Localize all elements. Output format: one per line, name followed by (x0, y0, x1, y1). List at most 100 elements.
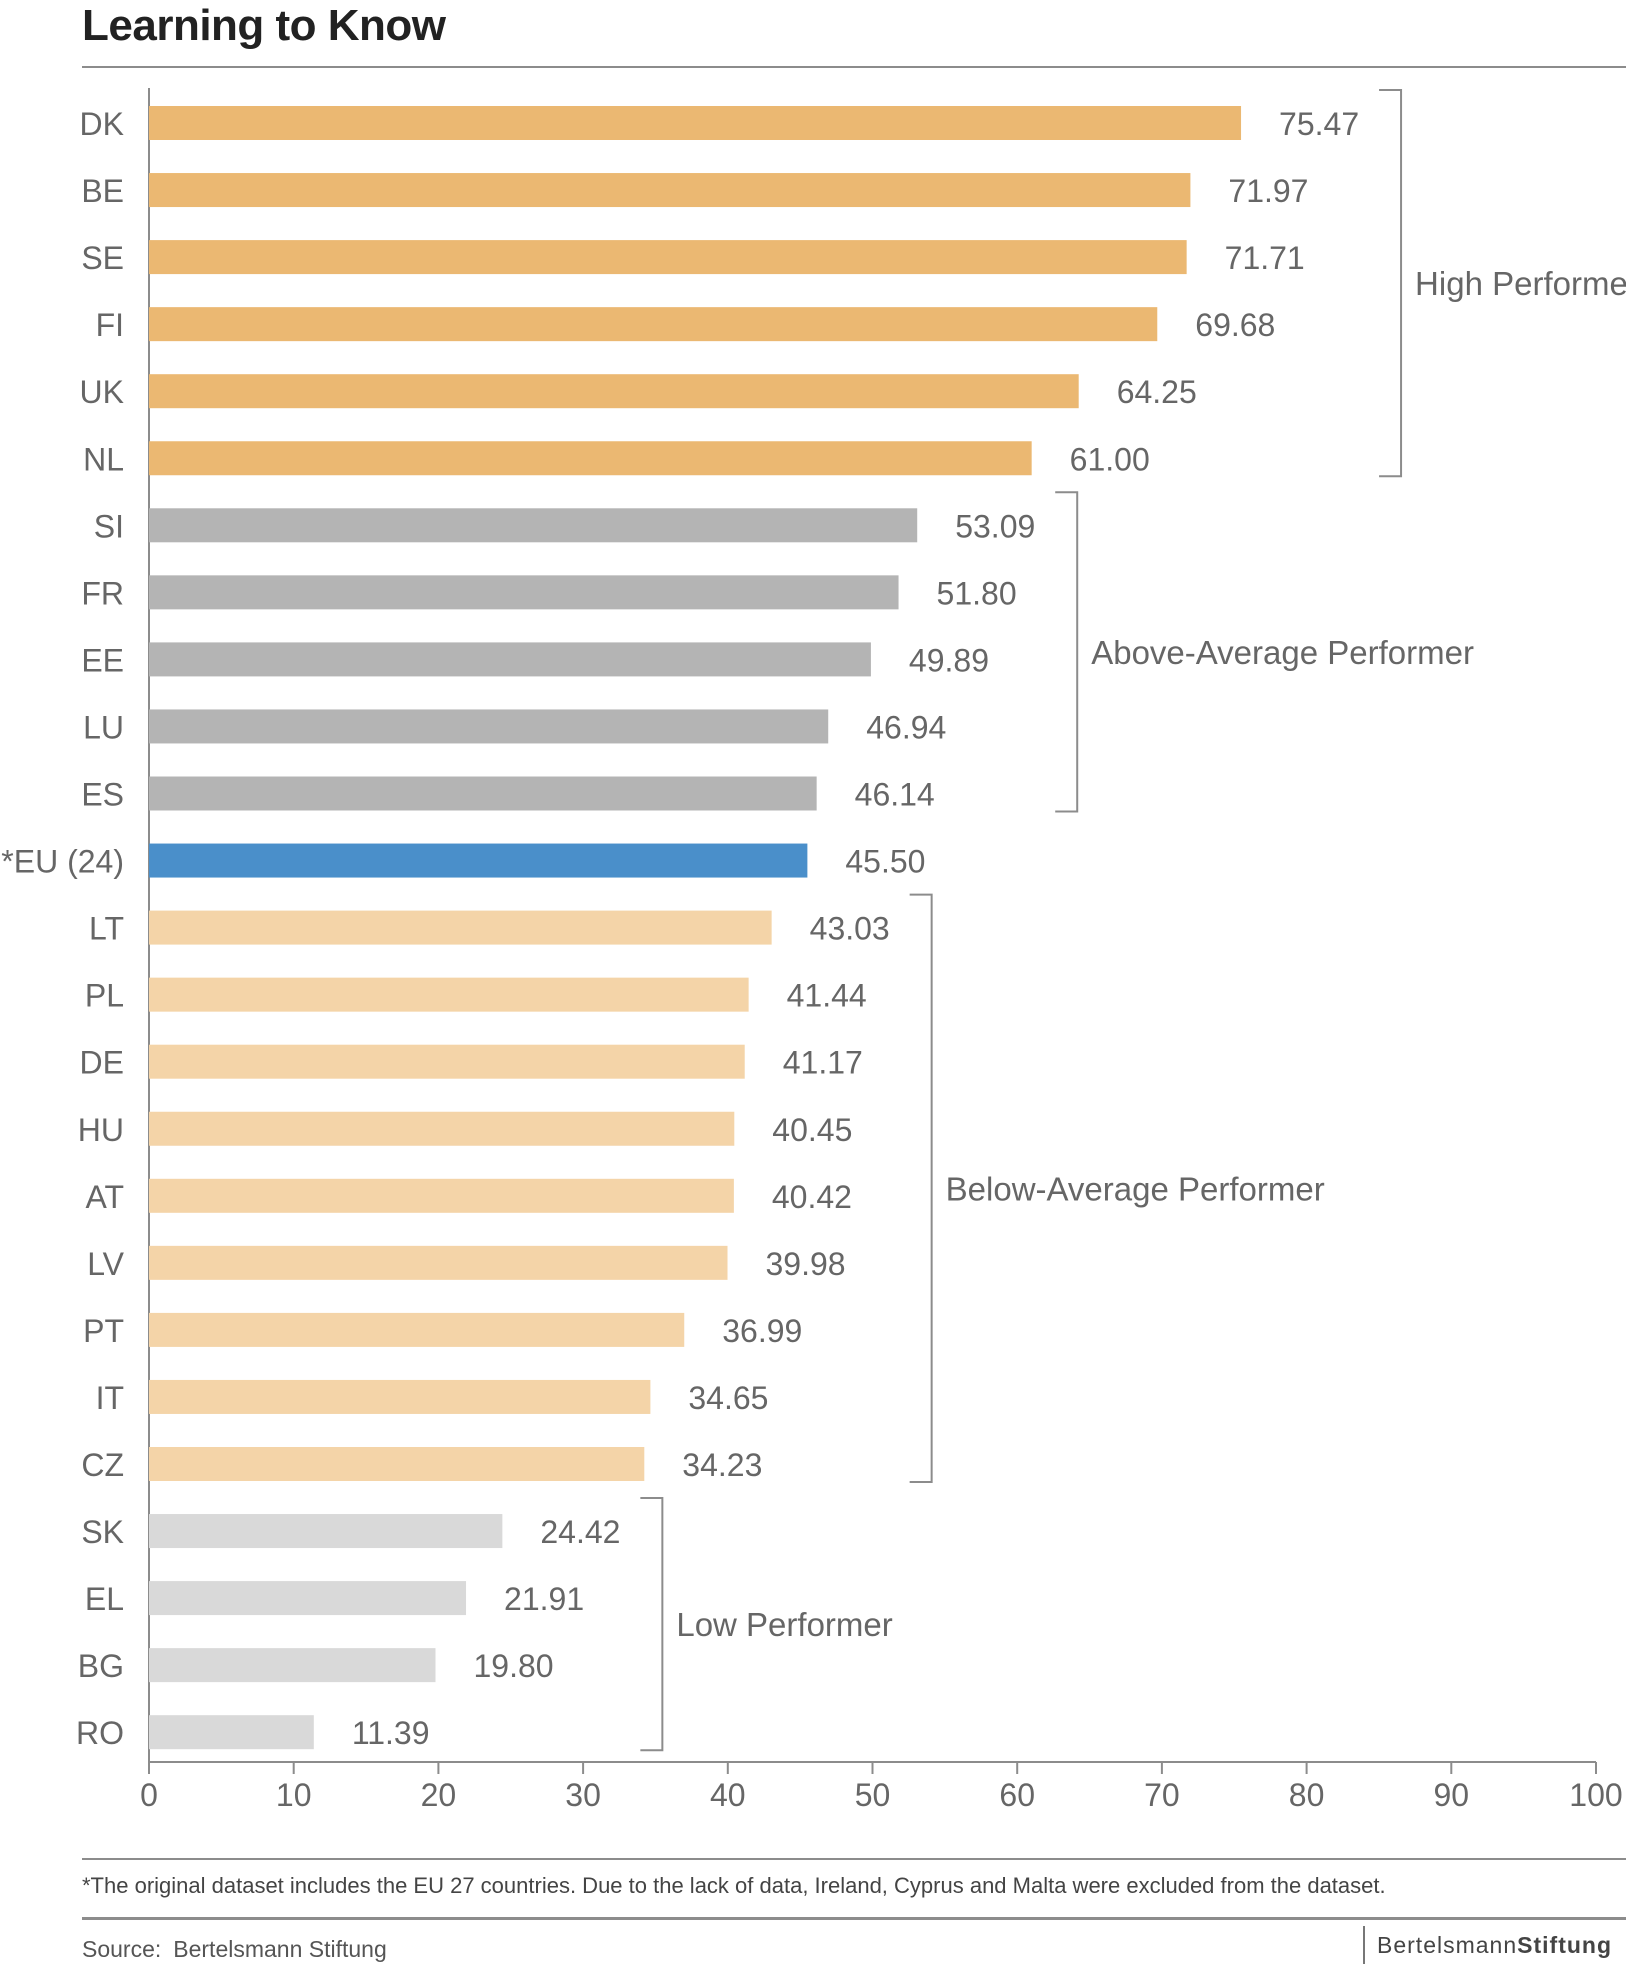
category-label: LV (87, 1246, 124, 1282)
bar-fr (149, 575, 899, 610)
category-label: PL (85, 978, 124, 1014)
x-tick-label: 100 (1569, 1777, 1622, 1813)
value-label: 46.14 (855, 777, 935, 813)
value-label: 75.47 (1279, 106, 1359, 142)
value-label: 34.23 (682, 1447, 762, 1483)
category-label: BG (78, 1648, 124, 1684)
bar-pl (149, 977, 749, 1012)
group-bracket (1379, 89, 1403, 478)
value-label: 40.42 (772, 1179, 852, 1215)
x-tick-label: 20 (421, 1777, 457, 1813)
category-label: CZ (81, 1447, 124, 1483)
category-label: *EU (24) (1, 844, 124, 880)
bar-si (149, 508, 918, 543)
category-label: LU (83, 709, 124, 745)
value-label: 51.80 (937, 575, 1017, 611)
brand-part1: Bertelsmann (1377, 1931, 1518, 1958)
brand-logo: Bertelsmann Stiftung (1363, 1926, 1612, 1964)
category-label: LT (89, 911, 124, 947)
x-tick-label: 80 (1289, 1777, 1325, 1813)
bar-es (149, 776, 817, 811)
bar-sk (149, 1514, 503, 1549)
bar-fi (149, 307, 1158, 342)
value-label: 41.44 (787, 978, 867, 1014)
footnote-divider (82, 1858, 1626, 1860)
bar-lt (149, 910, 772, 945)
category-label: EL (85, 1581, 124, 1617)
source-divider (82, 1917, 1626, 1920)
group-label: High Performer (1415, 265, 1626, 302)
brand-part2: Stiftung (1517, 1931, 1612, 1958)
bar-hu (149, 1111, 735, 1146)
category-label: FR (81, 575, 124, 611)
value-label: 64.25 (1117, 374, 1197, 410)
value-label: 45.50 (845, 844, 925, 880)
bar-nl (149, 441, 1032, 476)
value-label: 41.17 (783, 1045, 863, 1081)
group-label: Low Performer (676, 1606, 892, 1643)
category-label: RO (76, 1715, 124, 1751)
bar-at (149, 1178, 734, 1213)
category-label: PT (83, 1313, 124, 1349)
x-tick-label: 30 (565, 1777, 601, 1813)
value-label: 39.98 (766, 1246, 846, 1282)
bar-cz (149, 1447, 645, 1481)
category-label: AT (85, 1179, 124, 1215)
bar-el (149, 1581, 467, 1616)
category-label: SI (94, 508, 124, 544)
category-label: EE (81, 642, 124, 678)
bar-se (149, 240, 1187, 275)
category-label: ES (81, 777, 124, 813)
chart-title: Learning to Know (82, 1, 446, 50)
bar-de (149, 1044, 745, 1079)
value-label: 71.71 (1225, 240, 1305, 276)
value-label: 19.80 (474, 1648, 554, 1684)
x-tick-label: 40 (710, 1777, 746, 1813)
category-label: DE (80, 1045, 124, 1081)
x-tick-label: 10 (276, 1777, 312, 1813)
category-label: FI (96, 307, 124, 343)
value-label: 21.91 (504, 1581, 584, 1617)
category-label: UK (80, 374, 124, 410)
bar-pt (149, 1312, 685, 1347)
value-label: 11.39 (352, 1715, 430, 1751)
category-label: HU (78, 1112, 124, 1148)
x-tick-label: 70 (1144, 1777, 1180, 1813)
category-label: IT (96, 1380, 124, 1416)
value-label: 40.45 (772, 1112, 852, 1148)
bar-bg (149, 1648, 436, 1683)
bar-dk (149, 106, 1242, 140)
x-tick-label: 50 (855, 1777, 891, 1813)
source-line: Source: Bertelsmann Stiftung (82, 1936, 399, 1963)
bar-uk (149, 374, 1079, 409)
bar-ro (149, 1715, 314, 1750)
group-bracket (909, 893, 933, 1483)
bar-lv (149, 1245, 728, 1280)
bar-ee (149, 642, 871, 677)
value-label: 36.99 (722, 1313, 802, 1349)
group-bracket (640, 1497, 664, 1752)
source-label: Source: (82, 1936, 162, 1962)
bar-it (149, 1379, 651, 1414)
x-tick-label: 60 (999, 1777, 1035, 1813)
x-tick-label: 90 (1434, 1777, 1470, 1813)
value-label: 53.09 (955, 508, 1035, 544)
category-label: BE (81, 173, 124, 209)
value-label: 46.94 (866, 709, 946, 745)
bar-be (149, 173, 1191, 208)
bar-chart: 0 10 20 30 40 50 60 70 80 90 100 DK 75.47 BE 71.97 SE 71… (1, 88, 1626, 1813)
footnote: *The original dataset includes the EU 27… (82, 1873, 1386, 1898)
group-bracket (1055, 491, 1079, 813)
group-label: Above-Average Performer (1091, 634, 1474, 671)
value-label: 49.89 (909, 642, 989, 678)
x-tick-label: 0 (140, 1777, 158, 1813)
category-label: SE (81, 240, 124, 276)
category-label: DK (80, 106, 124, 142)
value-label: 69.68 (1195, 307, 1275, 343)
value-label: 34.65 (688, 1380, 768, 1416)
value-label: 61.00 (1070, 441, 1150, 477)
source-value: Bertelsmann Stiftung (173, 1936, 387, 1962)
bar-lu (149, 709, 829, 744)
category-label: SK (81, 1514, 124, 1550)
value-label: 24.42 (540, 1514, 620, 1550)
